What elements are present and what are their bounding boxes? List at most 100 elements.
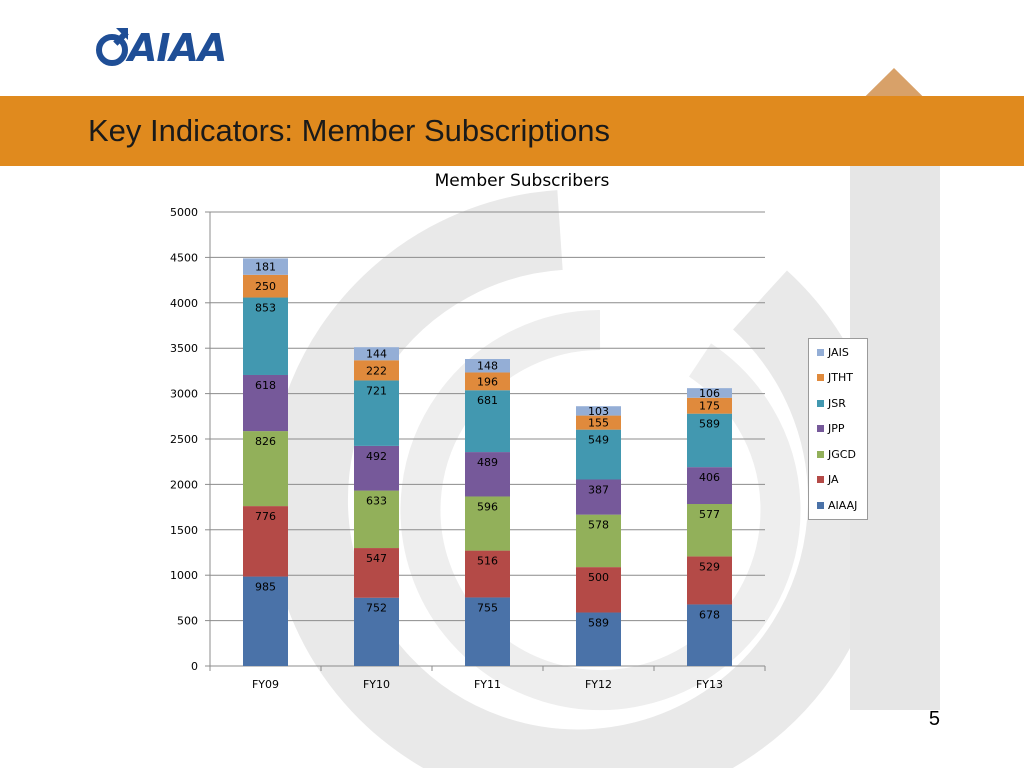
y-tick-label: 4000 — [170, 297, 198, 310]
data-label: 618 — [255, 379, 276, 392]
legend-label: JGCD — [828, 447, 856, 461]
bar-segment-jgcd — [354, 490, 399, 549]
bar-segment-jsr — [576, 429, 621, 480]
bar-segment-jtht — [354, 360, 399, 381]
y-tick-label: 500 — [177, 615, 198, 628]
data-label: 589 — [699, 418, 720, 431]
aiaa-logo — [96, 28, 129, 66]
y-tick-label: 3000 — [170, 388, 198, 401]
y-tick-label: 5000 — [170, 206, 198, 219]
bar-segment-jsr — [243, 297, 288, 375]
data-label: 196 — [477, 375, 498, 388]
data-label: 516 — [477, 555, 498, 568]
legend-label: JPP — [828, 422, 845, 435]
data-label: 489 — [477, 456, 498, 469]
bar-segment-jpp — [354, 445, 399, 491]
chart-legend: JAIS JTHT JSR JPP JGCD JA AIAAJ — [808, 338, 868, 520]
bar-segment-aiaaj — [354, 597, 399, 666]
legend-swatch — [817, 374, 824, 381]
legend-label: JA — [828, 473, 839, 486]
data-label: 175 — [699, 400, 720, 413]
bar-segment-ja — [354, 548, 399, 598]
data-label: 222 — [366, 364, 387, 377]
legend-item-jsr: JSR — [817, 396, 846, 410]
data-label: 529 — [699, 560, 720, 573]
data-label: 547 — [366, 552, 387, 565]
data-label: 492 — [366, 450, 387, 463]
slide-title: Key Indicators: Member Subscriptions — [88, 113, 611, 148]
title-band — [0, 96, 1024, 166]
legend-swatch — [817, 348, 824, 356]
bar-segment-aiaaj — [465, 597, 510, 666]
legend-label: JAIS — [828, 345, 849, 359]
data-label: 103 — [588, 405, 609, 418]
x-tick-label: FY11 — [474, 678, 501, 691]
legend-item-aiaaj: AIAAJ — [817, 498, 857, 512]
bar-segment-jtht — [243, 274, 288, 298]
legend-item-jais: JAIS — [817, 345, 849, 359]
bar-segment-jsr — [354, 380, 399, 446]
bar-segment-jgcd — [243, 431, 288, 507]
x-tick-label: FY10 — [363, 678, 390, 691]
aiaa-logo-text: AIAA — [128, 26, 227, 70]
legend-item-jgcd: JGCD — [817, 447, 856, 461]
bar-segment-aiaaj — [243, 576, 288, 666]
legend-label: JSR — [828, 396, 846, 410]
legend-swatch — [817, 476, 824, 483]
bar-segment-ja — [243, 506, 288, 577]
bar-segment-aiaaj — [687, 604, 732, 666]
y-tick-label: 1000 — [170, 569, 198, 582]
bar-segment-jais — [354, 347, 399, 361]
y-tick-label: 4500 — [170, 251, 198, 264]
bar-segment-jais — [687, 388, 732, 398]
bar-segment-jpp — [576, 479, 621, 515]
data-label: 549 — [588, 434, 609, 447]
data-label: 148 — [477, 360, 498, 373]
data-label: 406 — [699, 471, 720, 484]
data-label: 755 — [477, 601, 498, 614]
bar-segment-ja — [576, 567, 621, 613]
bar-segment-jtht — [576, 415, 621, 430]
bar-segment-jtht — [465, 372, 510, 391]
data-label: 596 — [477, 500, 498, 513]
legend-swatch — [817, 501, 824, 509]
data-label: 387 — [588, 483, 609, 496]
legend-swatch — [817, 450, 824, 458]
bar-segment-jpp — [243, 374, 288, 432]
bar-segment-jsr — [687, 413, 732, 468]
legend-item-jtht: JTHT — [817, 371, 853, 385]
data-label: 681 — [477, 394, 498, 407]
page-number: 5 — [928, 708, 940, 730]
legend-label: JTHT — [828, 371, 853, 384]
y-tick-label: 2500 — [170, 433, 198, 446]
data-label: 776 — [255, 510, 276, 523]
data-label: 721 — [366, 384, 387, 397]
data-label: 250 — [255, 280, 276, 293]
legend-label: AIAAJ — [828, 498, 858, 512]
bar-segment-jpp — [465, 452, 510, 497]
x-tick-label: FY12 — [585, 678, 612, 691]
data-label: 633 — [366, 495, 387, 508]
data-label: 678 — [699, 608, 720, 621]
bar-segment-jais — [465, 359, 510, 373]
y-tick-label: 1500 — [170, 524, 198, 537]
bar-segment-jgcd — [465, 496, 510, 551]
data-label: 752 — [366, 602, 387, 615]
chart-title: Member Subscribers — [434, 171, 610, 191]
legend-item-ja: JA — [817, 473, 839, 487]
legend-item-jpp: JPP — [817, 422, 845, 436]
y-tick-label: 3500 — [170, 342, 198, 355]
bar-segment-jgcd — [687, 504, 732, 557]
data-label: 144 — [366, 348, 387, 361]
bar-segment-jsr — [465, 390, 510, 453]
legend-swatch — [817, 399, 824, 407]
data-label: 853 — [255, 302, 276, 315]
data-label: 589 — [588, 617, 609, 630]
bar-segment-jtht — [687, 397, 732, 414]
x-tick-label: FY09 — [252, 678, 279, 691]
legend-swatch — [817, 425, 824, 432]
bar-segment-aiaaj — [576, 612, 621, 666]
y-tick-label: 2000 — [170, 478, 198, 491]
bar-segment-jpp — [687, 467, 732, 505]
